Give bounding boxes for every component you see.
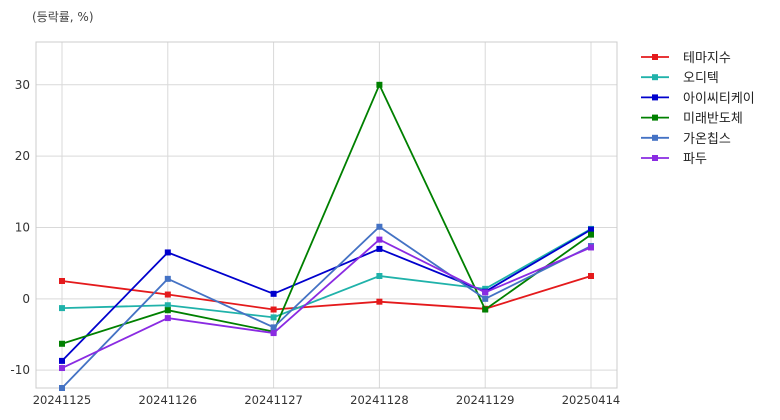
legend-marker <box>652 94 658 101</box>
series-line <box>61 82 592 345</box>
data-point <box>376 245 383 252</box>
data-point <box>376 272 383 279</box>
data-point <box>482 306 489 313</box>
data-point <box>164 302 171 309</box>
data-point <box>588 272 594 279</box>
data-point <box>270 324 277 331</box>
data-point <box>59 340 65 347</box>
data-point <box>588 226 594 233</box>
series-line <box>61 275 592 311</box>
y-tick-label: 30 <box>15 78 30 92</box>
data-point <box>164 307 171 314</box>
x-tick-label: 20241129 <box>456 393 515 407</box>
data-point <box>588 231 594 238</box>
series-line <box>61 228 592 362</box>
legend-label: 오디텍 <box>683 71 719 86</box>
y-tick-label: 10 <box>15 220 30 234</box>
data-point <box>270 306 277 313</box>
plot-frame <box>35 41 618 389</box>
data-point <box>164 275 171 282</box>
legend-label: 미래반도체 <box>683 112 743 127</box>
x-tick-label: 20241128 <box>350 393 409 407</box>
legend-marker <box>652 74 658 81</box>
data-point <box>588 244 594 251</box>
legend-marker <box>652 114 658 121</box>
legend-marker <box>652 134 658 141</box>
data-point <box>376 236 383 243</box>
data-point <box>482 289 489 296</box>
data-point <box>59 305 65 312</box>
data-point <box>164 249 171 256</box>
x-tick-label: 20241125 <box>33 393 92 407</box>
y-tick-label: 20 <box>15 149 30 163</box>
series-line <box>61 238 592 369</box>
legend-label: 가온칩스 <box>683 132 731 147</box>
data-point <box>482 295 489 302</box>
data-point <box>376 81 383 88</box>
data-point <box>376 298 383 305</box>
legend-label: 테마지수 <box>683 51 731 66</box>
series-line <box>61 225 592 389</box>
data-point <box>270 314 277 321</box>
data-point <box>164 315 171 322</box>
legend-label: 파두 <box>683 152 707 167</box>
legend-marker <box>652 54 658 60</box>
data-point <box>59 277 65 284</box>
data-point <box>59 365 65 372</box>
legend-label: 아이씨티케이 <box>683 91 755 106</box>
data-point <box>59 385 65 391</box>
x-tick-label: 20250414 <box>562 393 621 407</box>
data-point <box>164 291 171 298</box>
data-point <box>59 357 65 364</box>
x-tick-label: 20241127 <box>244 393 303 407</box>
data-point <box>376 223 383 230</box>
y-tick-label: -10 <box>10 363 30 377</box>
data-point <box>270 330 277 337</box>
y-tick-label: 0 <box>22 292 30 306</box>
unit-label: (등락률, %) <box>32 10 94 24</box>
legend-marker <box>652 155 658 161</box>
data-point <box>270 290 277 297</box>
x-tick-label: 20241126 <box>139 393 198 407</box>
plot-area <box>36 42 617 388</box>
series-line <box>61 228 592 319</box>
